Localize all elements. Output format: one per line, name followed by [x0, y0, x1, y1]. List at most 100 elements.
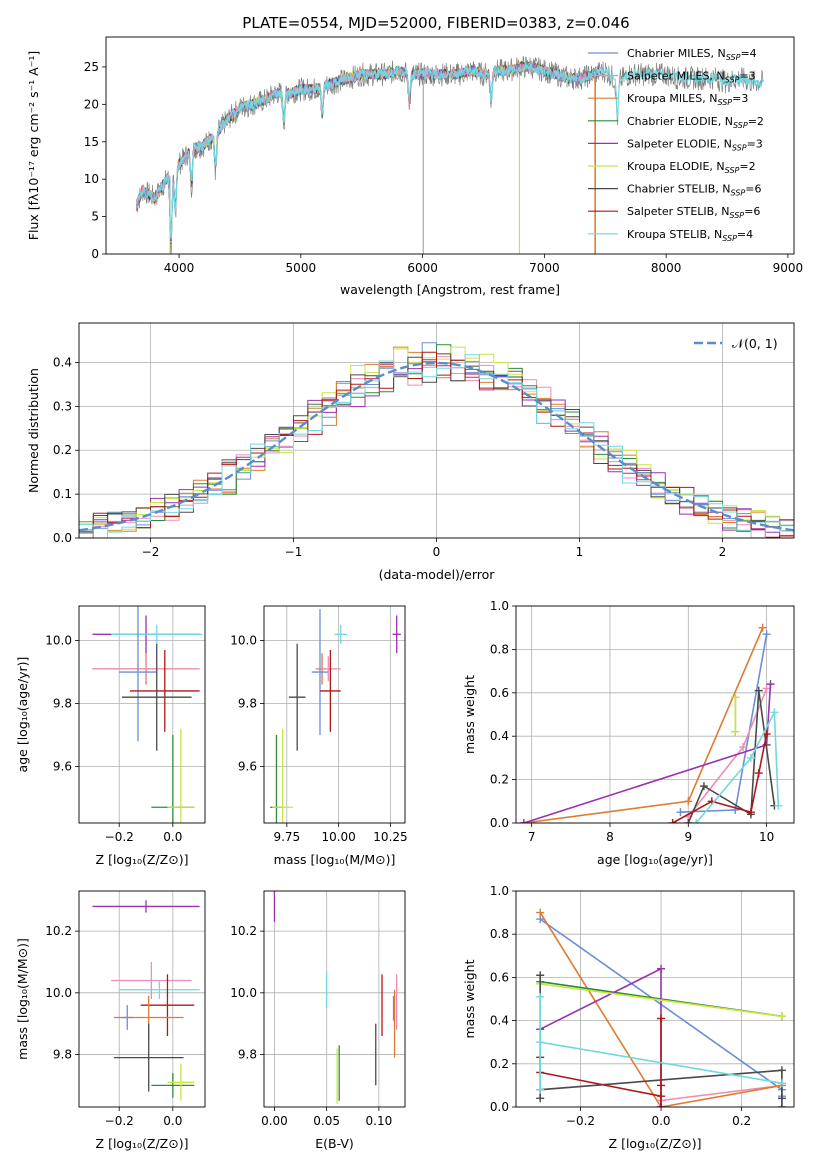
y-tick-label: 0.0	[53, 531, 72, 545]
data-point-marker	[758, 623, 767, 632]
errorbar-kroupa-elodie	[272, 728, 294, 823]
x-tick-label: 2	[719, 545, 727, 559]
y-tick-label: 9.6	[53, 759, 72, 773]
legend-label-subscript: SSP	[717, 98, 732, 107]
legend-label-text: Kroupa ELODIE, N	[627, 160, 725, 173]
series-line	[523, 627, 764, 823]
data-point-marker	[777, 1012, 786, 1021]
y-tick-label: 0.8	[490, 642, 509, 656]
axes-frame	[263, 890, 406, 1108]
data-point-marker	[657, 1092, 666, 1101]
series-line	[540, 983, 783, 1018]
data-point-marker	[777, 1066, 786, 1075]
data-point-marker	[519, 819, 528, 823]
model-spectrum-kroupa-stelib	[135, 61, 764, 237]
errorbar-chabrier-miles	[121, 1005, 133, 1030]
y-axis-label: mass weight	[462, 959, 477, 1038]
x-tick-label: 0.05	[313, 1114, 340, 1128]
mass-vs-ebv-panel: 0.00 0.05 0.10 9.8 10.0 10.2 E(B-V)	[230, 890, 406, 1151]
data-point-marker	[754, 686, 763, 695]
x-tick-label: 9	[684, 830, 692, 844]
legend-item: Kroupa STELIB, NSSP=4	[588, 228, 753, 243]
data-point-marker	[536, 1038, 545, 1047]
legend-label-text: Chabrier MILES, N	[627, 47, 726, 60]
y-tick-label: 20	[84, 97, 99, 111]
y-tick-label: 9.8	[53, 1048, 72, 1062]
x-tick-label: 8000	[651, 261, 682, 275]
legend-label-text: Kroupa STELIB, N	[627, 228, 722, 241]
legend-label-subscript: SSP	[732, 143, 747, 152]
legend-label: Salpeter ELODIE, NSSP=3	[627, 137, 763, 152]
series-line	[539, 1018, 662, 1107]
legend-label-value: =3	[739, 70, 755, 83]
data-point-marker	[684, 797, 693, 806]
legend-label: Chabrier ELODIE, NSSP=2	[627, 115, 764, 130]
series-salpeter-stelib	[668, 730, 771, 823]
errorbar-salpeter-miles	[111, 961, 192, 999]
y-axis-label: mass weight	[462, 675, 477, 754]
y-tick-label: 10.0	[230, 634, 257, 648]
data-point-marker	[676, 808, 685, 817]
series-chabrier-miles	[676, 630, 771, 817]
errorbar-kroupa-elodie	[167, 728, 195, 823]
legend-label-subscript: SSP	[725, 166, 740, 175]
legend-label: Salpeter STELIB, NSSP=6	[627, 205, 760, 220]
x-tick-label: 0.0	[163, 830, 182, 844]
x-tick-label: 5000	[286, 261, 317, 275]
data-point-marker	[762, 684, 771, 693]
x-tick-label: 6000	[407, 261, 438, 275]
legend-label: Chabrier MILES, NSSP=4	[627, 47, 757, 62]
data-point-marker	[731, 693, 740, 702]
legend-label: Kroupa ELODIE, NSSP=2	[627, 160, 756, 175]
errorbar-chabrier-elodie	[151, 1073, 195, 1098]
errorbar-chabrier-miles	[311, 609, 329, 735]
x-axis-label: age [log₁₀(age/yr)]	[597, 852, 713, 867]
legend-item: Salpeter ELODIE, NSSP=3	[588, 137, 763, 152]
axes-frame	[515, 890, 795, 1108]
data-point-marker	[657, 1014, 666, 1023]
data-point-marker	[536, 908, 545, 917]
data-point-marker	[739, 743, 748, 752]
y-tick-label: 0.2	[490, 1057, 509, 1071]
histogram-salpeter-stelib	[79, 351, 794, 538]
mass-vs-metallicity-panel: −0.2 0.0 9.8 10.0 10.2 Z [log₁₀(Z/Z⊙)] mass [l…	[15, 890, 206, 1151]
legend-label-value: =3	[732, 92, 748, 105]
series-line	[660, 1084, 782, 1102]
legend-label-value: =4	[737, 228, 753, 241]
data-point-marker	[762, 630, 771, 639]
data-point-marker	[746, 808, 755, 817]
errorbar-kroupa-stelib	[119, 980, 200, 999]
legend-label-text: Salpeter MILES, N	[627, 70, 725, 83]
data-point-marker	[770, 708, 779, 717]
y-tick-label: 0.0	[490, 1100, 509, 1114]
series-kroupa-miles	[519, 623, 767, 823]
x-tick-label: 10	[759, 830, 774, 844]
x-tick-label: 0.2	[732, 1114, 751, 1128]
spectrum-panel: 4000 5000 6000 7000 8000 9000 0 5 10 15 20 25 wavele…	[26, 36, 803, 297]
x-tick-label: −0.2	[105, 1114, 134, 1128]
y-tick-label: 10.0	[45, 986, 72, 1000]
y-tick-label: 0.4	[490, 1014, 509, 1028]
model-spectrum-salpeter-elodie	[135, 62, 600, 244]
legend-label: Salpeter MILES, NSSP=3	[627, 70, 756, 85]
y-tick-label: 0.6	[490, 686, 509, 700]
y-tick-label: 9.8	[238, 696, 257, 710]
legend-label-text: Chabrier STELIB, N	[627, 183, 731, 196]
x-tick-label: 1	[576, 545, 584, 559]
plot-area	[519, 623, 783, 823]
legend-label-value: =6	[745, 183, 761, 196]
plot-area	[79, 342, 794, 538]
series-line	[523, 684, 772, 823]
data-point-marker	[536, 1085, 545, 1094]
data-point-marker	[657, 1081, 666, 1090]
x-tick-label: 0	[433, 545, 441, 559]
axes-frame	[78, 322, 795, 539]
legend-item: Chabrier ELODIE, NSSP=2	[588, 115, 764, 130]
x-tick-label: −0.2	[105, 830, 134, 844]
legend-item: Salpeter MILES, NSSP=3	[588, 70, 756, 85]
data-point-marker	[699, 782, 708, 791]
y-tick-label: 0.6	[490, 970, 509, 984]
data-point-marker	[684, 819, 693, 823]
series-line	[680, 634, 768, 813]
